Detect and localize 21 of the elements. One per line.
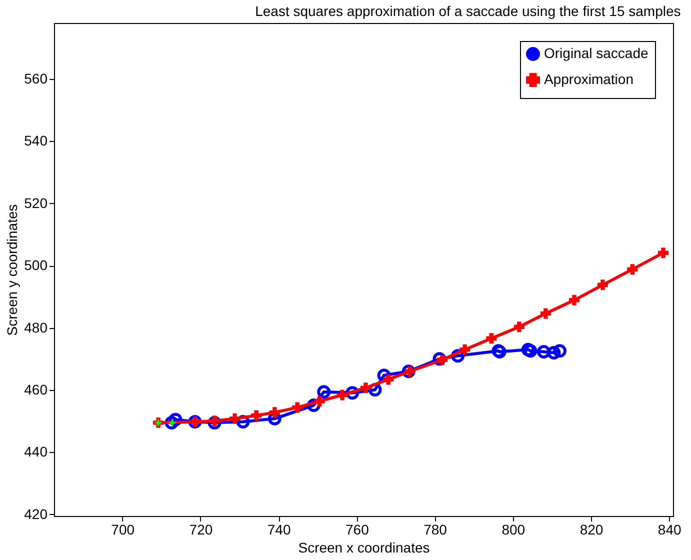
x-tick-label: 840 [658, 522, 682, 538]
y-tick-label: 540 [24, 132, 48, 149]
x-tick-label: 820 [580, 522, 604, 538]
x-tick-label: 740 [267, 522, 291, 538]
x-axis-title: Screen x coordinates [298, 540, 430, 556]
y-tick-label: 440 [24, 444, 48, 460]
x-tick-label: 800 [502, 522, 526, 538]
y-tick-label: 480 [24, 319, 48, 336]
x-tick-label: 780 [424, 522, 448, 538]
y-tick-label: 560 [24, 70, 48, 86]
y-tick-label: 520 [24, 194, 48, 211]
y-tick-label: 460 [24, 382, 48, 398]
chart-title: Least squares approximation of a saccade using the first 15 samples [255, 3, 681, 19]
legend-label: Approximation [544, 71, 634, 87]
y-axis-title: Screen y coordinates [4, 204, 20, 336]
y-tick-label: 500 [24, 257, 48, 274]
legend-label: Original saccade [544, 45, 648, 61]
y-tick-label: 420 [24, 506, 48, 522]
x-tick-label: 700 [111, 522, 135, 538]
x-tick-label: 760 [345, 522, 370, 538]
x-tick-label: 720 [189, 522, 213, 538]
